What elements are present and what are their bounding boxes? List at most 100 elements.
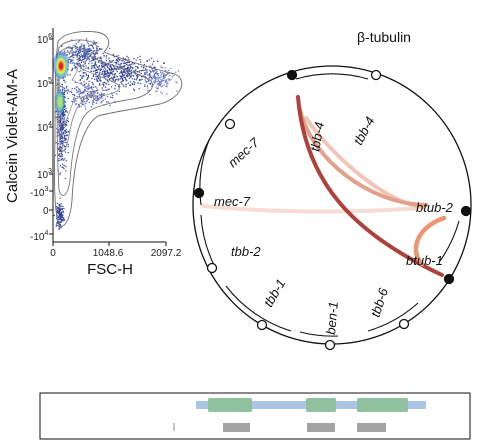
scatter-point	[72, 93, 74, 96]
scatter-point	[56, 207, 58, 209]
scatter-point	[57, 219, 60, 221]
scatter-point	[79, 90, 82, 92]
scatter-point	[65, 128, 67, 131]
scatter-point	[63, 91, 66, 94]
scatter-point	[82, 56, 85, 58]
scatter-point	[61, 83, 64, 86]
scatter-point	[138, 71, 141, 73]
scatter-point	[129, 67, 131, 70]
scatter-point	[121, 80, 123, 82]
scatter-point	[66, 92, 69, 94]
scatter-point	[162, 76, 164, 79]
scatter-point	[69, 56, 72, 58]
scatter-point	[126, 71, 129, 73]
scatter-point	[95, 90, 98, 92]
scatter-point	[153, 60, 155, 63]
scatter-point	[170, 68, 172, 70]
scatter-point	[93, 50, 96, 52]
scatter-point	[148, 82, 150, 85]
scatter-point	[88, 45, 90, 47]
scatter-point	[110, 61, 112, 63]
scatter-point	[80, 82, 83, 84]
scatter-point	[119, 63, 121, 66]
scatter-point	[85, 74, 88, 77]
scatter-point	[63, 168, 65, 170]
scatter-point	[60, 155, 62, 158]
scatter-point	[81, 91, 83, 94]
scatter-point	[73, 51, 75, 53]
scatter-point	[76, 91, 78, 94]
scatter-point	[63, 136, 66, 138]
scatter-point	[138, 88, 140, 90]
scatter-point	[102, 82, 105, 84]
scatter-point	[160, 80, 163, 82]
scatter-point	[123, 61, 126, 63]
scatter-point	[89, 44, 91, 46]
scatter-point	[163, 79, 165, 81]
scatter-point	[94, 64, 97, 66]
scatter-point	[104, 71, 106, 74]
scatter-point	[85, 65, 87, 67]
feature-block	[357, 423, 386, 432]
scatter-point	[94, 72, 97, 74]
scatter-point	[104, 68, 107, 71]
scatter-point	[66, 54, 69, 56]
scatter-point	[99, 71, 101, 74]
scatter-point	[79, 63, 81, 66]
scatter-point	[79, 56, 82, 58]
marker-open	[398, 318, 410, 330]
scatter-point	[67, 74, 69, 76]
scatter-point	[60, 140, 63, 142]
scatter-point	[87, 43, 90, 45]
scatter-point	[59, 120, 61, 122]
scatter-point	[92, 52, 94, 54]
scatter-point	[122, 65, 124, 68]
scatter-point	[106, 96, 109, 98]
scatter-point	[117, 55, 119, 57]
scatter-point	[149, 83, 152, 86]
scatter-point	[82, 50, 84, 52]
scatter-point	[61, 159, 63, 161]
scatter-point	[66, 50, 69, 52]
scatter-point	[64, 105, 66, 107]
scatter-point	[104, 98, 107, 100]
scatter-point	[156, 60, 159, 62]
link-mec7-btub2	[201, 204, 426, 214]
scatter-point	[68, 56, 70, 59]
scatter-point	[131, 78, 133, 80]
scatter-point	[79, 51, 81, 53]
scatter-point	[97, 89, 99, 92]
scatter-point	[63, 120, 65, 123]
scatter-point	[92, 100, 94, 102]
scatter-point	[104, 62, 106, 65]
scatter-point	[108, 57, 110, 59]
feature-block	[307, 423, 335, 432]
scatter-point	[61, 136, 64, 139]
scatter-point	[60, 154, 62, 156]
label-tbb2: tbb-2	[231, 244, 261, 259]
scatter-point	[129, 64, 131, 66]
scatter-point	[67, 120, 70, 123]
scatter-point	[61, 133, 63, 135]
scatter-point	[149, 65, 151, 67]
scatter-point	[75, 86, 78, 89]
scatter-point	[60, 215, 62, 218]
scatter-point	[128, 74, 131, 76]
scatter-point	[63, 113, 65, 116]
scatter-point	[87, 98, 90, 101]
scatter-point	[88, 101, 91, 104]
scatter-point	[66, 120, 69, 122]
label-mec7-upper: mec-7	[225, 134, 262, 170]
scatter-point	[108, 83, 110, 86]
scatter-point	[166, 93, 168, 95]
marker-open	[370, 69, 382, 81]
scatter-point	[130, 65, 132, 68]
scatter-point	[76, 53, 79, 55]
scatter-point	[121, 60, 123, 62]
scatter-point	[70, 59, 73, 61]
scatter-point	[105, 82, 107, 84]
scatter-point	[136, 76, 139, 79]
scatter-point	[97, 80, 99, 83]
scatter-point	[146, 81, 148, 83]
